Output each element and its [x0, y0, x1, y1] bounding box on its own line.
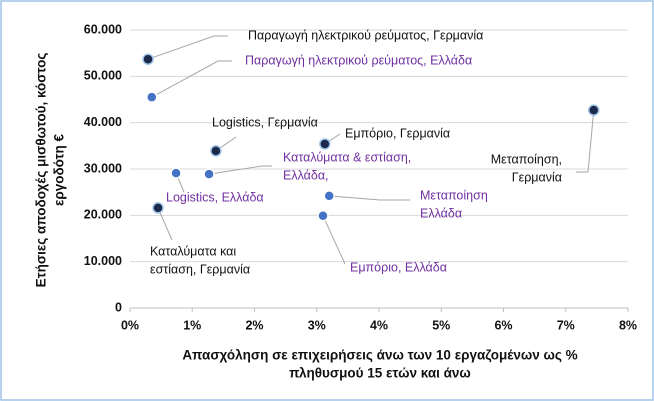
point	[317, 210, 329, 222]
y-axis-label: εργοδότη €	[52, 133, 67, 206]
y-tick-label: 40.000	[84, 115, 122, 129]
point	[170, 167, 182, 179]
point	[319, 138, 331, 150]
point	[146, 91, 158, 103]
point	[210, 145, 222, 157]
x-tick-label: 7%	[557, 318, 575, 332]
point	[203, 168, 215, 180]
y-axis-label: Ετήσιες αποδοχές μισθωτού, κόστος	[34, 53, 49, 288]
x-tick-label: 0%	[121, 318, 139, 332]
point-label: Ελλάδα,	[283, 168, 329, 182]
point-label: Καταλύματα & εστίαση,	[283, 150, 411, 164]
point-label: Παραγωγή ηλεκτρικού ρεύματος, Ελλάδα	[245, 53, 472, 67]
leader-line	[157, 207, 173, 241]
y-tick-label: 50.000	[84, 69, 122, 83]
leader-line	[208, 165, 272, 175]
x-tick-label: 3%	[308, 318, 326, 332]
leader-line	[147, 35, 228, 60]
x-tick-label: 5%	[432, 318, 450, 332]
y-tick-label: 0	[115, 300, 122, 314]
point-label: εστίαση, Γερμανία	[150, 262, 250, 276]
x-tick-label: 2%	[245, 318, 263, 332]
leader-line	[576, 110, 595, 173]
x-axis-label: Απασχόληση σε επιχειρήσεις άνω των 10 ερ…	[182, 348, 577, 363]
x-tick-label: 8%	[619, 318, 637, 332]
y-tick-label: 20.000	[84, 208, 122, 222]
y-tick-label: 60.000	[84, 22, 122, 36]
leader-line	[329, 195, 410, 201]
x-tick-label: 4%	[370, 318, 388, 332]
leader-line	[322, 215, 346, 265]
point-label: Εμπόριο, Γερμανία	[345, 126, 450, 140]
point-label: Παραγωγή ηλεκτρικού ρεύματος, Γερμανία	[248, 28, 483, 42]
point	[323, 190, 335, 202]
point-label: Μεταποίηση,	[491, 152, 562, 166]
leader-line	[151, 60, 232, 98]
point-label: Καταλύματα και	[150, 244, 236, 258]
x-tick-label: 1%	[183, 318, 201, 332]
x-axis-label: πληθυσμού 15 ετών και άνω	[289, 366, 471, 381]
point	[152, 202, 164, 214]
point	[142, 53, 154, 65]
point	[588, 104, 600, 116]
point-label: Ελλάδα	[420, 206, 462, 220]
y-tick-label: 30.000	[84, 161, 122, 175]
point-label: Logistics, Γερμανία	[212, 115, 318, 129]
y-tick-label: 10.000	[84, 254, 122, 268]
point-label: Γερμανία	[512, 170, 562, 184]
point-label: Εμπόριο, Ελλάδα	[350, 260, 447, 274]
point-label: Logistics, Ελλάδα	[166, 190, 264, 204]
point-label: Μεταποίηση	[420, 188, 488, 202]
x-tick-label: 6%	[494, 318, 512, 332]
